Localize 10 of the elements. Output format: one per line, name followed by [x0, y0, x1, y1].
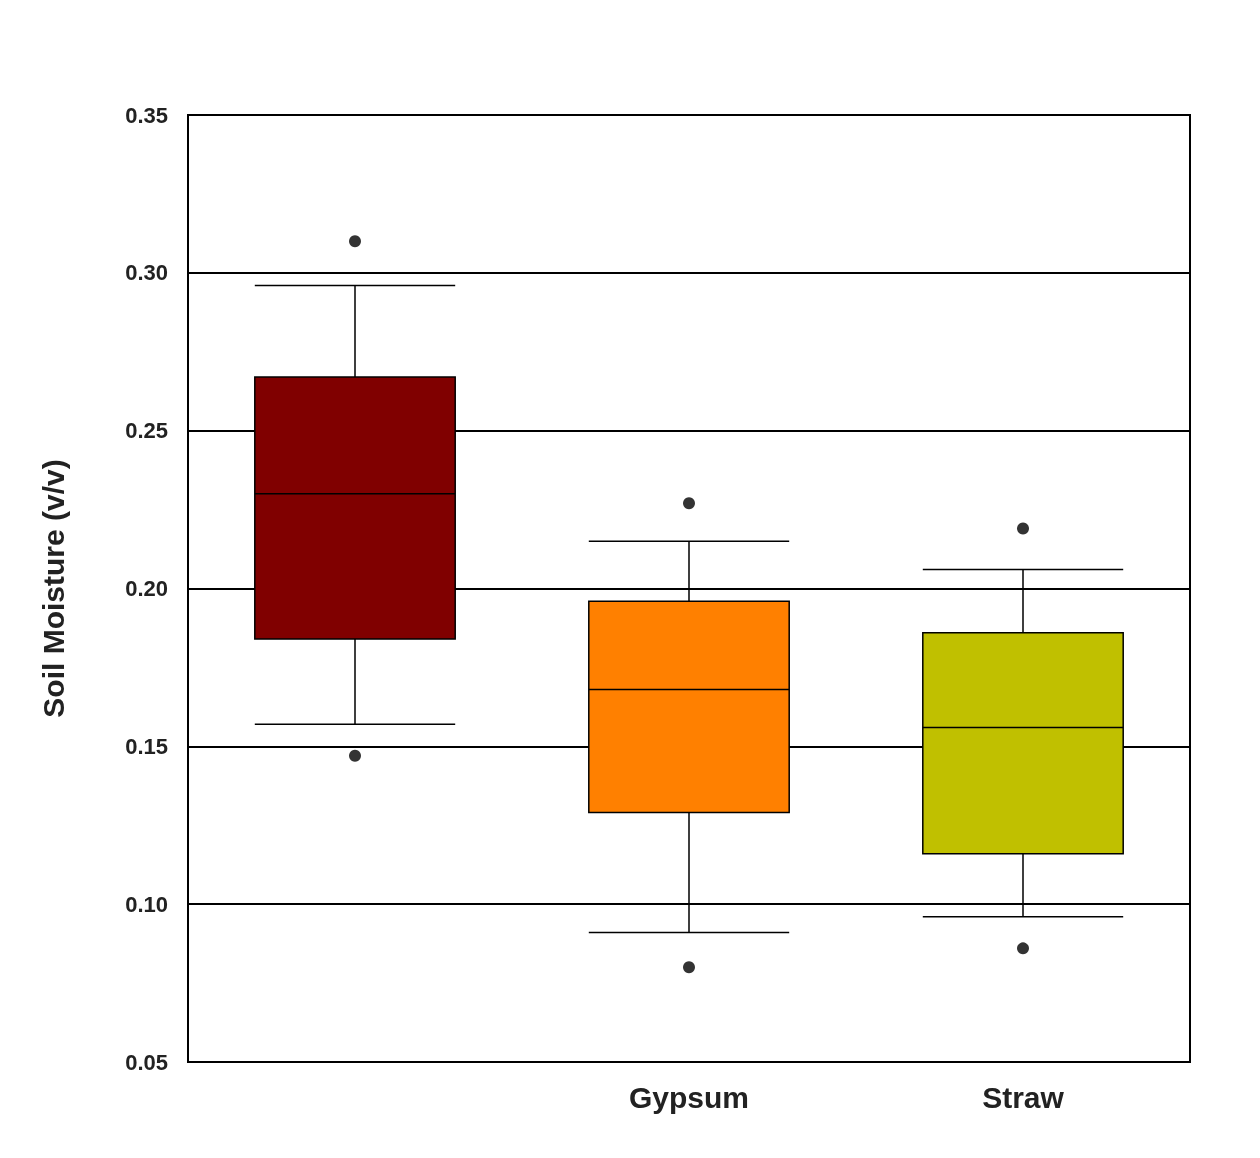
y-tick-label: 0.20	[125, 576, 168, 601]
y-tick-label: 0.25	[125, 418, 168, 444]
x-tick-label: Straw	[982, 1080, 1065, 1114]
y-tick-label: 0.05	[125, 1049, 168, 1075]
x-tick-label: Gypsum	[628, 1080, 750, 1114]
y-axis-title: Soil Moisture (v/v)	[36, 459, 70, 718]
y-tick-label: 0.35	[125, 102, 168, 128]
y-tick-label: 0.30	[125, 260, 168, 286]
y-tick-label: 0.15	[125, 733, 168, 759]
y-tick-label: 0.10	[125, 891, 168, 917]
